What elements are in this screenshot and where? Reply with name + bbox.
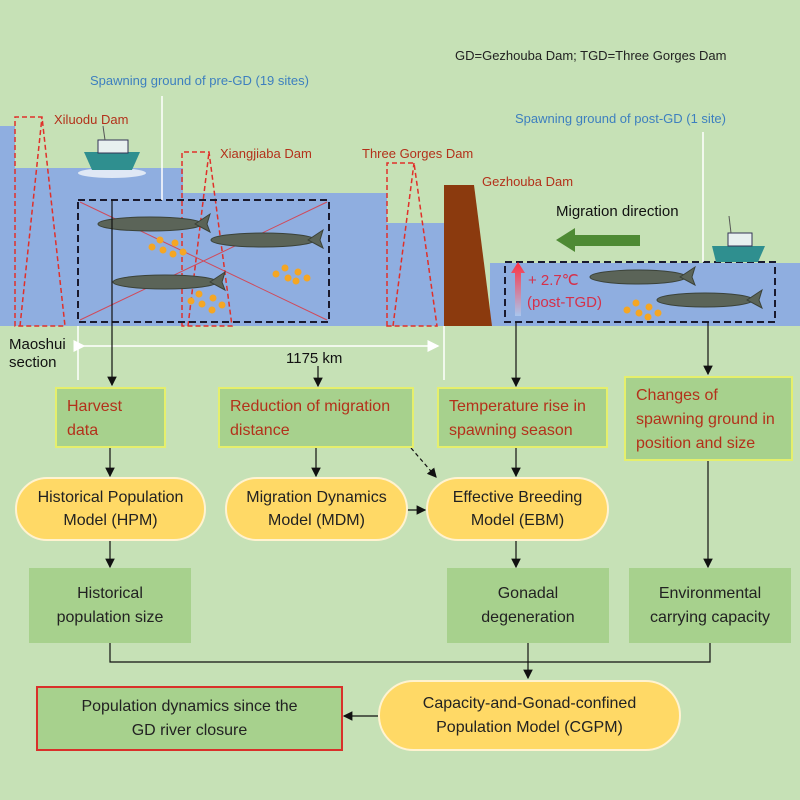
xiluodu-dam-outline [14,116,66,327]
migration-arrow-icon [556,228,640,252]
mdm-model: Migration Dynamics Model (MDM) [225,477,408,541]
cgpm-model: Capacity-and-Gonad-confined Population Mo… [378,680,681,751]
three-gorges-dam-label: Three Gorges Dam [362,146,474,161]
historical-population-size-box: Historical population size [29,568,191,643]
three-gorges-dam-outline [386,162,438,327]
population-dynamics-result-box: Population dynamics since the GD river cl… [36,686,343,751]
fishing-boat-icon [78,125,146,178]
pre-gd-spawning-label: Spawning ground of pre-GD (19 sites) [90,73,309,88]
xiangjiaba-dam-outline [181,151,233,327]
pre-gd-spawning-box [77,199,330,323]
fish-eggs-icon [148,236,662,321]
post-tgd-label: (post-TGD) [527,294,602,311]
xiangjiaba-dam-label: Xiangjiaba Dam [220,146,312,161]
spawning-ground-changes-box: Changes of spawning ground in position and… [624,376,793,461]
migration-direction-label: Migration direction [556,203,679,220]
gezhouba-dam-wall [444,185,492,326]
gonadal-degeneration-box: Gonadal degeneration [447,568,609,643]
post-gd-spawning-box [504,261,776,323]
gezhouba-dam-label: Gezhouba Dam [482,174,574,189]
harvest-data-box: Harvest data [55,387,166,448]
reduction-migration-distance-box: Reduction of migration distance [218,387,414,448]
hpm-model: Historical Population Model (HPM) [15,477,206,541]
temperature-rise-box: Temperature rise in spawning season [437,387,608,448]
distance-label: 1175 km [286,350,343,367]
environmental-carrying-capacity-box: Environmental carrying capacity [629,568,791,643]
abbreviation-note: GD=Gezhouba Dam; TGD=Three Gorges Dam [455,48,727,63]
maoshui-section-label: Maoshui section [9,336,66,371]
xiluodu-dam-label: Xiluodu Dam [54,112,129,127]
sturgeon-fish-icon [97,212,763,310]
temperature-rise-arrow-icon [511,262,525,316]
fishing-boat-icon [712,215,765,262]
temperature-rise-label: + 2.7℃ [528,272,579,289]
post-gd-spawning-label: Spawning ground of post-GD (1 site) [515,111,726,126]
ebm-model: Effective Breeding Model (EBM) [426,477,609,541]
